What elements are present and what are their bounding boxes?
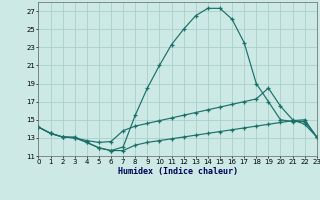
X-axis label: Humidex (Indice chaleur): Humidex (Indice chaleur): [118, 167, 238, 176]
